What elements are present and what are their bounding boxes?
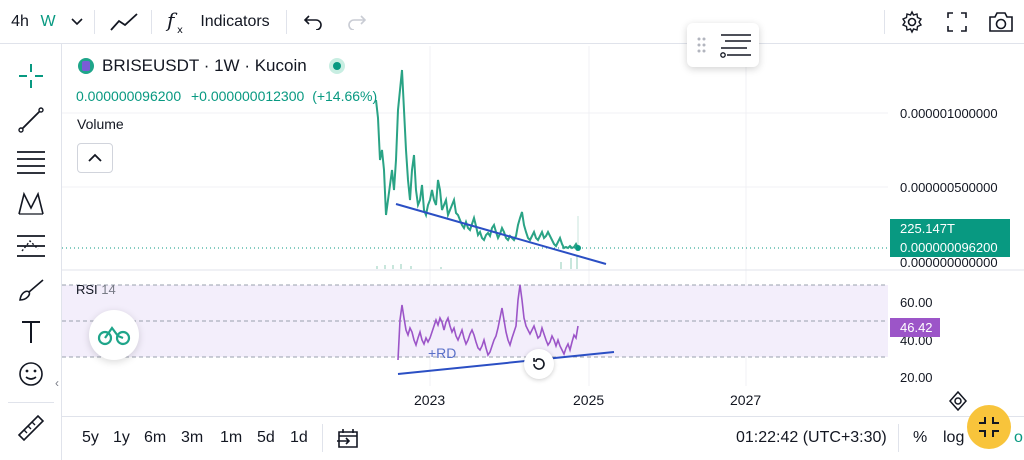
emoji-icon[interactable] (10, 356, 52, 392)
volume-label[interactable]: Volume (77, 116, 124, 132)
chart-type-icon[interactable] (104, 0, 144, 44)
range-5d-button[interactable]: 5d (257, 429, 275, 446)
bitrise-logo-icon (78, 58, 94, 74)
fib-tool-icon[interactable] (10, 144, 52, 180)
bicycle-logo-icon (97, 326, 131, 346)
log-scale-toggle[interactable]: log (943, 429, 965, 446)
pattern-tool-icon[interactable] (10, 186, 52, 222)
price-axis-label: 0.000000500000 (900, 180, 998, 195)
app-logo-button[interactable] (89, 310, 139, 360)
range-3m-button[interactable]: 3m (181, 429, 204, 446)
range-1d-button[interactable]: 1d (290, 429, 308, 446)
price-trendline[interactable] (395, 203, 607, 265)
axis-settings-icon[interactable] (948, 390, 968, 416)
undo-icon[interactable] (298, 0, 328, 44)
redo-icon[interactable] (342, 0, 372, 44)
price-change: +0.000000012300 (191, 88, 305, 104)
time-axis-label: 2023 (414, 392, 446, 408)
object-tree-button[interactable] (687, 23, 759, 67)
fullscreen-icon[interactable] (942, 0, 972, 44)
chevron-down-icon[interactable] (66, 0, 88, 44)
price-axis-label: 0.000001000000 (900, 106, 998, 121)
time-axis-label: 2027 (730, 392, 762, 408)
rsi-name: RSI (76, 282, 98, 297)
brush-tool-icon[interactable] (10, 272, 52, 308)
range-1m-button[interactable]: 1m (220, 429, 243, 446)
prediction-tool-icon[interactable] (10, 228, 52, 264)
rsi-period: 14 (101, 282, 116, 297)
drag-handle-icon (697, 34, 751, 58)
interval-unit[interactable]: W (40, 13, 56, 30)
last-price-tag: 0.000000096200 (890, 238, 1010, 257)
market-status-icon[interactable] (328, 58, 345, 74)
last-price-dot (575, 245, 581, 251)
exit-fullscreen-button[interactable] (967, 405, 1011, 449)
crosshair-icon[interactable] (10, 58, 52, 94)
range-6m-button[interactable]: 6m (144, 429, 167, 446)
drawing-toolbar (0, 44, 62, 460)
symbol-title: BRISEUSDT · 1W · Kucoin (102, 56, 307, 75)
date-range-icon[interactable] (336, 422, 360, 454)
collapse-legend-button[interactable] (77, 143, 113, 173)
price-axis-label: 0.000000000000 (900, 255, 998, 270)
divergence-label: +RD (428, 345, 457, 361)
rsi-trendline[interactable] (397, 351, 615, 375)
price-change-pct: (+14.66%) (312, 88, 378, 104)
percent-scale-toggle[interactable]: % (913, 429, 928, 446)
settings-gear-icon[interactable] (897, 0, 927, 44)
compress-icon (979, 417, 999, 437)
quote-line: 0.000000096200 +0.000000012300 (+14.66%) (76, 88, 377, 104)
indicators-button[interactable]: Indicators (200, 13, 270, 30)
range-5y-button[interactable]: 5y (82, 429, 99, 446)
text-tool-icon[interactable] (10, 314, 52, 350)
trendline-tool-icon[interactable] (10, 102, 52, 138)
top-toolbar (0, 0, 1024, 44)
bottom-toolbar (62, 416, 1024, 460)
auto-scale-toggle[interactable]: o (1014, 429, 1023, 446)
reset-chart-button[interactable] (524, 349, 554, 379)
rsi-value-tag: 46.42 (890, 318, 940, 337)
rsi-axis-label: 20.00 (900, 370, 933, 385)
rsi-series-line (397, 284, 579, 361)
symbol-header[interactable]: BRISEUSDT · 1W · Kucoin (78, 56, 345, 76)
camera-icon[interactable] (986, 0, 1016, 44)
interval-button[interactable]: 4h (11, 13, 29, 30)
clock-timezone[interactable]: 01:22:42 (UTC+3:30) (736, 429, 887, 446)
range-1y-button[interactable]: 1y (113, 429, 130, 446)
rsi-legend[interactable]: RSI 14 (76, 282, 116, 297)
price-series-line (375, 69, 579, 250)
collapse-toolbar-icon[interactable]: ‹ (55, 376, 59, 390)
rsi-axis-label: 60.00 (900, 295, 933, 310)
reset-icon (533, 358, 545, 370)
ruler-icon[interactable] (10, 410, 52, 446)
last-price: 0.000000096200 (76, 88, 182, 104)
volume-value-tag: 225.147T (890, 219, 1010, 238)
time-axis-label: 2025 (573, 392, 605, 408)
volume-bars (376, 255, 578, 269)
svg-text:x: x (177, 25, 183, 35)
chevron-up-icon (88, 153, 102, 162)
